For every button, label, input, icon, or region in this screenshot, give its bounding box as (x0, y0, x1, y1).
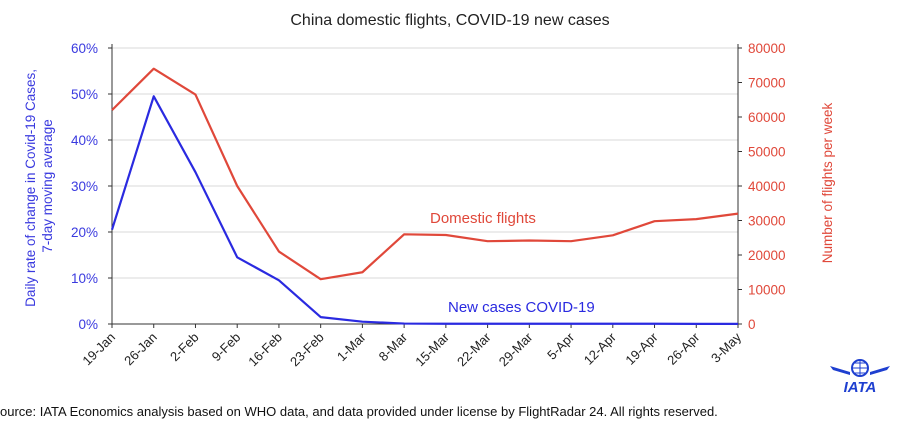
y-left-tick-label: 50% (71, 87, 98, 102)
x-tick-label: 16-Feb (245, 330, 285, 370)
y-right-tick-label: 0 (748, 317, 756, 332)
y-left-label: Daily rate of change in Covid-19 Cases, … (23, 65, 55, 307)
x-tick-label: 19-Apr (622, 329, 661, 368)
series-line-new-cases-covid-19 (110, 95, 739, 326)
y-right-tick-label: 70000 (748, 76, 786, 91)
y-right-label: Number of flights per week (820, 102, 835, 263)
series-line-domestic-flights (111, 67, 739, 281)
legend-new-cases: New cases COVID-19 (448, 299, 595, 316)
x-tick-label: 26-Apr (664, 329, 703, 368)
y-left-tick-label: 60% (71, 41, 98, 56)
y-right-tick-label: 50000 (748, 145, 786, 160)
x-tick-label: 5-Apr (544, 329, 578, 363)
y-left-tick-label: 0% (78, 317, 98, 332)
y-right-tick-label: 10000 (748, 283, 786, 298)
chart-title: China domestic flights, COVID-19 new cas… (290, 12, 609, 29)
x-tick-label: 1-Mar (334, 329, 369, 364)
x-tick-label: 23-Feb (287, 330, 327, 370)
x-tick-label: 12-Apr (581, 329, 620, 368)
y-right-tick-label: 80000 (748, 41, 786, 56)
x-tick-label: 29-Mar (496, 329, 536, 369)
y-left-label-line2: 7-day moving average (40, 119, 55, 253)
x-tick-label: 15-Mar (412, 329, 452, 369)
iata-logo-text: IATA (844, 379, 877, 396)
x-tick-label: 22-Mar (454, 329, 494, 369)
x-tick-label: 19-Jan (79, 330, 118, 369)
x-tick-label: 9-Feb (209, 330, 244, 365)
x-tick-label: 26-Jan (121, 330, 160, 369)
y-right-tick-label: 30000 (748, 214, 786, 229)
x-tick-label: 2-Feb (167, 330, 202, 365)
iata-logo: IATA (830, 359, 890, 396)
source-note: ource: IATA Economics analysis based on … (0, 404, 718, 419)
y-right-tick-label: 40000 (748, 179, 786, 194)
legend-domestic-flights: Domestic flights (430, 210, 536, 227)
y-left-tick-label: 40% (71, 133, 98, 148)
y-right-tick-label: 20000 (748, 248, 786, 263)
x-tick-label: 8-Mar (376, 329, 411, 364)
y-left-tick-label: 30% (71, 179, 98, 194)
x-tick-label: 3-May (708, 329, 744, 365)
y-left-label-line1: Daily rate of change in Covid-19 Cases, (23, 69, 38, 307)
y-left-tick-label: 10% (71, 271, 98, 286)
y-right-tick-label: 60000 (748, 110, 786, 125)
y-left-tick-label: 20% (71, 225, 98, 240)
